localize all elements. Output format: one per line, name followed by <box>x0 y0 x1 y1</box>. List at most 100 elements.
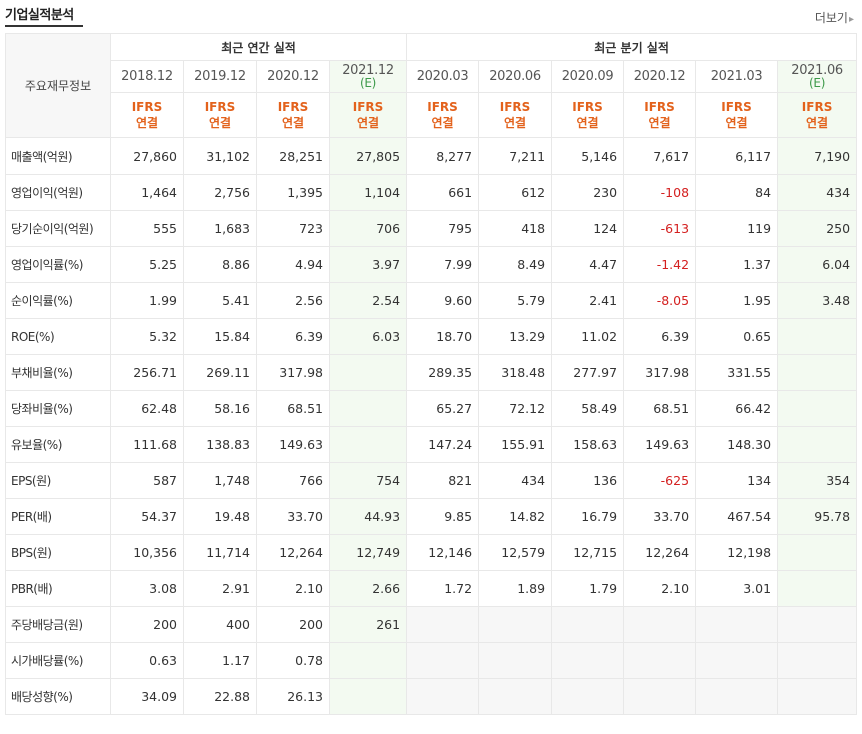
value-cell: 289.35 <box>406 354 480 391</box>
value-cell <box>777 426 858 463</box>
value-cell: 5.79 <box>478 282 553 319</box>
value-cell: 230 <box>551 174 625 211</box>
value-cell: 119 <box>695 210 779 247</box>
value-cell: 149.63 <box>623 426 697 463</box>
value-cell: 10,356 <box>110 534 184 571</box>
triangle-right-icon: ▸ <box>848 14 854 25</box>
financial-table: 주요재무정보 최근 연간 실적 최근 분기 실적 2018.12 2019.12 2… <box>5 33 858 715</box>
value-cell <box>406 678 480 715</box>
value-cell: 1,104 <box>328 174 408 211</box>
value-cell: 6.04 <box>777 246 858 283</box>
quarter-group-header: 최근 분기 실적 <box>406 33 858 61</box>
accounting-type: IFRS 연결 <box>110 92 184 138</box>
row-label: 당좌비율(%) <box>5 390 111 427</box>
value-cell: 200 <box>256 606 330 643</box>
value-cell: 19.48 <box>183 498 257 535</box>
value-cell: 2.10 <box>256 570 330 607</box>
value-cell: 317.98 <box>256 354 330 391</box>
value-cell: 5,146 <box>551 137 625 175</box>
value-cell <box>623 678 697 715</box>
value-cell: 0.63 <box>110 642 184 679</box>
value-cell: 612 <box>478 174 553 211</box>
row-label: 당기순이익(억원) <box>5 210 111 247</box>
period-header: 2018.12 <box>110 60 184 93</box>
consolidated-label: 연결 <box>356 116 380 130</box>
value-cell: 434 <box>777 174 858 211</box>
value-cell: 124 <box>551 210 625 247</box>
value-cell: 1,683 <box>183 210 257 247</box>
ifrs-label: IFRS <box>801 100 833 114</box>
value-cell: 3.97 <box>328 246 408 283</box>
accounting-type: IFRS 연결 <box>777 92 858 138</box>
value-cell <box>328 354 408 391</box>
period-header: 2021.03 <box>695 60 779 93</box>
ifrs-label: IFRS <box>644 100 675 114</box>
value-cell: 147.24 <box>406 426 480 463</box>
value-cell: 1.37 <box>695 246 779 283</box>
value-cell <box>478 642 553 679</box>
value-cell <box>777 570 858 607</box>
row-label: ROE(%) <box>5 318 111 355</box>
table-row: 영업이익(억원) 1,464 2,756 1,395 1,104 661 612 230 -10… <box>5 174 858 211</box>
estimate-mark: (E) <box>360 76 377 90</box>
title-underline <box>5 25 83 27</box>
value-cell: 13.29 <box>478 318 553 355</box>
value-cell: 2.56 <box>256 282 330 319</box>
value-cell: 27,805 <box>328 137 408 175</box>
value-cell: 400 <box>183 606 257 643</box>
more-link[interactable]: 더보기▸ <box>815 9 854 26</box>
row-label: PER(배) <box>5 498 111 535</box>
value-cell: 6.03 <box>328 318 408 355</box>
period-label: 2018.12 <box>121 69 173 84</box>
value-cell: 6,117 <box>695 137 779 175</box>
value-cell: 1.72 <box>406 570 480 607</box>
value-cell: 12,579 <box>478 534 553 571</box>
estimate-mark: (E) <box>809 76 826 90</box>
value-cell <box>623 642 697 679</box>
table-row: 시가배당률(%) 0.63 1.17 0.78 <box>5 642 858 679</box>
value-cell: 72.12 <box>478 390 553 427</box>
value-cell: 7,190 <box>777 137 858 175</box>
value-cell: 418 <box>478 210 553 247</box>
annual-group-header: 최근 연간 실적 <box>109 33 408 61</box>
value-cell <box>478 606 553 643</box>
value-cell <box>623 606 697 643</box>
value-cell: 555 <box>110 210 184 247</box>
ifrs-label: IFRS <box>352 100 384 114</box>
table-row: 영업이익률(%) 5.25 8.86 4.94 3.97 7.99 8.49 4.47 -1.4… <box>5 246 858 283</box>
value-cell: 31,102 <box>183 137 257 175</box>
table-row: ROE(%) 5.32 15.84 6.39 6.03 18.70 13.29 11.02 6.… <box>5 318 858 355</box>
value-cell: 148.30 <box>695 426 779 463</box>
table-row: 당좌비율(%) 62.48 58.16 68.51 65.27 72.12 58.49 68.… <box>5 390 858 427</box>
period-label: 2020.12 <box>633 69 686 84</box>
row-label: PBR(배) <box>5 570 111 607</box>
value-cell <box>777 390 858 427</box>
value-cell: 250 <box>777 210 858 247</box>
ifrs-label: IFRS <box>131 100 163 114</box>
table-row: 유보율(%) 111.68 138.83 149.63 147.24 155.91 158.… <box>5 426 858 463</box>
value-cell: 318.48 <box>478 354 553 391</box>
value-cell: -613 <box>623 210 697 247</box>
period-header: 2020.06 <box>478 60 553 93</box>
table-row: 당기순이익(억원) 555 1,683 723 706 795 418 124 -613 119 2… <box>5 210 858 247</box>
value-cell: 22.88 <box>183 678 257 715</box>
more-label: 더보기 <box>814 11 848 25</box>
value-cell: 136 <box>551 462 625 499</box>
value-cell: 2.10 <box>623 570 697 607</box>
value-cell: 5.41 <box>183 282 257 319</box>
value-cell: 28,251 <box>256 137 330 175</box>
consolidated-label: 연결 <box>281 116 305 130</box>
value-cell: 2.66 <box>328 570 408 607</box>
value-cell: 706 <box>328 210 408 247</box>
table-row: PBR(배) 3.08 2.91 2.10 2.66 1.72 1.89 1.79 2.10 3.… <box>5 570 858 607</box>
ifrs-label: IFRS <box>721 100 752 114</box>
value-cell <box>695 642 779 679</box>
value-cell: 12,264 <box>623 534 697 571</box>
value-cell: 256.71 <box>110 354 184 391</box>
value-cell: 723 <box>256 210 330 247</box>
period-header: 2020.12 <box>256 60 330 93</box>
value-cell: 5.25 <box>110 246 184 283</box>
value-cell: 754 <box>328 462 408 499</box>
period-header: 2020.12 <box>623 60 697 93</box>
value-cell: 2,756 <box>183 174 257 211</box>
